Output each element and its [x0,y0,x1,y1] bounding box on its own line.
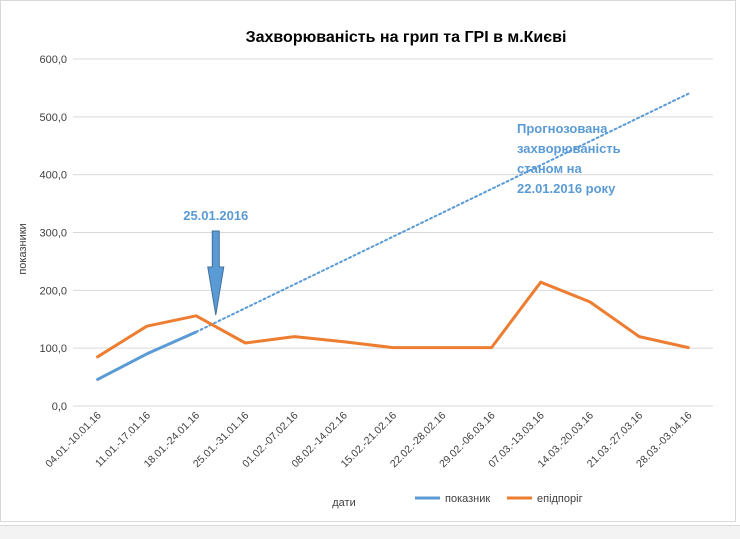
flu-incidence-chart: Захворюваність на грип та ГРІ в м.Києві … [17,29,713,509]
grid-lines [73,58,713,407]
y-axis-label: показники [17,223,29,274]
series-line [96,330,198,381]
forecast-annotation-line: захворюваність [517,141,621,156]
series-lines [96,92,690,381]
legend-label: показник [445,493,490,505]
forecast-annotation-line: 22.01.2016 року [517,181,616,196]
legend-label: епідпоріг [537,493,583,505]
y-tick-label: 100,0 [39,343,67,355]
y-axis-ticks: 0,0 100,0 200,0 300,0 400,0 500,0 600,0 [39,54,67,413]
forecast-annotation-line: станом на [517,161,583,176]
annotations: 25.01.2016 Прогнозована захворюваність стан… [183,121,621,316]
chart-title: Захворюваність на грип та ГРІ в м.Києві [246,29,567,46]
chart-frame: Захворюваність на грип та ГРІ в м.Києві … [0,0,736,522]
y-tick-label: 500,0 [39,112,67,124]
y-tick-label: 600,0 [39,54,67,66]
series-line [96,280,690,359]
date-annotation: 25.01.2016 [183,208,248,223]
y-tick-label: 200,0 [39,285,67,297]
x-axis-label: дати [332,497,355,509]
y-tick-label: 0,0 [52,401,67,413]
x-axis-ticks: 04.01.-10.01.1611.01.-17.01.1618.01.-24.… [43,410,694,471]
legend: показник епідпоріг [415,493,583,505]
forecast-line [195,92,690,333]
y-tick-label: 300,0 [39,228,67,240]
forecast-annotation-line: Прогнозована [517,121,608,136]
arrow-down-icon [207,230,225,316]
y-tick-label: 400,0 [39,170,67,182]
bottom-strip [0,525,740,539]
